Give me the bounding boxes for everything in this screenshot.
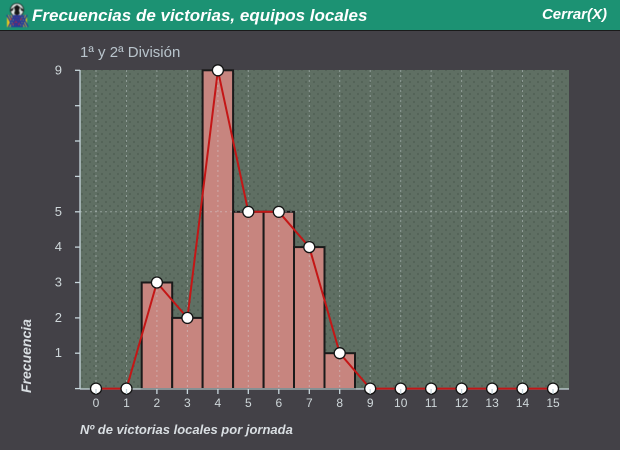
svg-text:13: 13 — [485, 396, 499, 410]
svg-text:3: 3 — [55, 275, 62, 290]
svg-text:2: 2 — [55, 310, 62, 325]
svg-text:2: 2 — [154, 396, 161, 410]
svg-text:10: 10 — [394, 396, 408, 410]
svg-text:11: 11 — [425, 396, 438, 410]
svg-text:7: 7 — [306, 396, 313, 410]
svg-text:9: 9 — [55, 62, 62, 77]
svg-text:1: 1 — [123, 396, 130, 410]
svg-text:9: 9 — [367, 396, 374, 410]
svg-text:1: 1 — [55, 345, 62, 360]
svg-text:4: 4 — [55, 239, 62, 254]
svg-text:3: 3 — [184, 396, 191, 410]
svg-text:6: 6 — [275, 396, 282, 410]
svg-text:12: 12 — [455, 396, 469, 410]
svg-text:5: 5 — [245, 396, 252, 410]
svg-text:4: 4 — [215, 396, 222, 410]
svg-text:0: 0 — [93, 396, 100, 410]
svg-text:15: 15 — [546, 396, 560, 410]
svg-text:8: 8 — [336, 396, 343, 410]
svg-text:14: 14 — [516, 396, 530, 410]
svg-text:5: 5 — [55, 204, 62, 219]
